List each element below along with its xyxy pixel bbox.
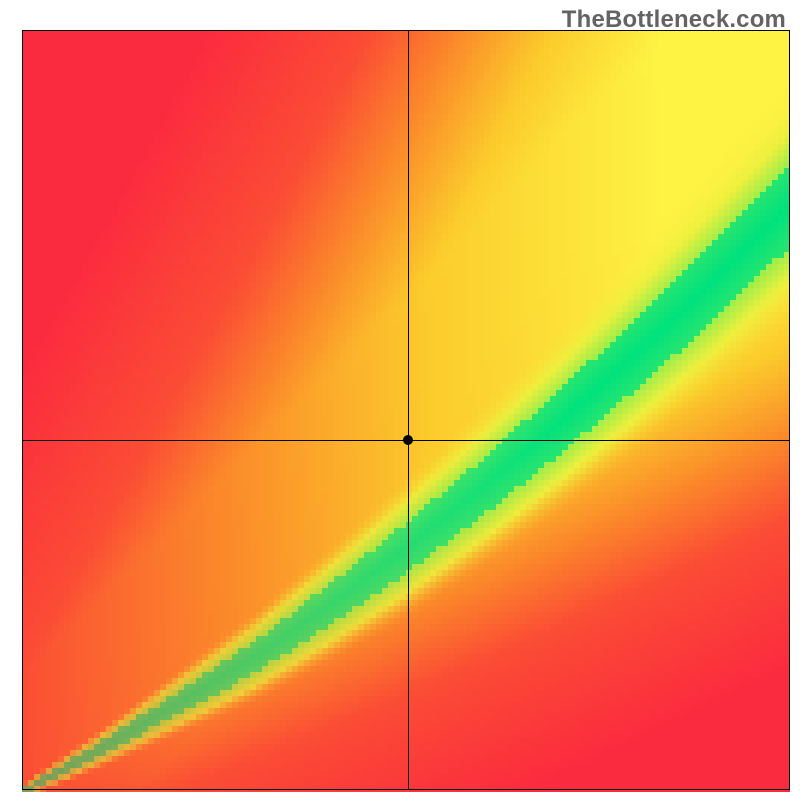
heatmap-canvas xyxy=(0,0,800,800)
chart-container: TheBottleneck.com xyxy=(0,0,800,800)
heatmap-plot-area xyxy=(0,0,800,800)
selection-marker xyxy=(403,435,413,445)
watermark-text: TheBottleneck.com xyxy=(562,6,786,34)
crosshair-vertical xyxy=(408,30,409,790)
